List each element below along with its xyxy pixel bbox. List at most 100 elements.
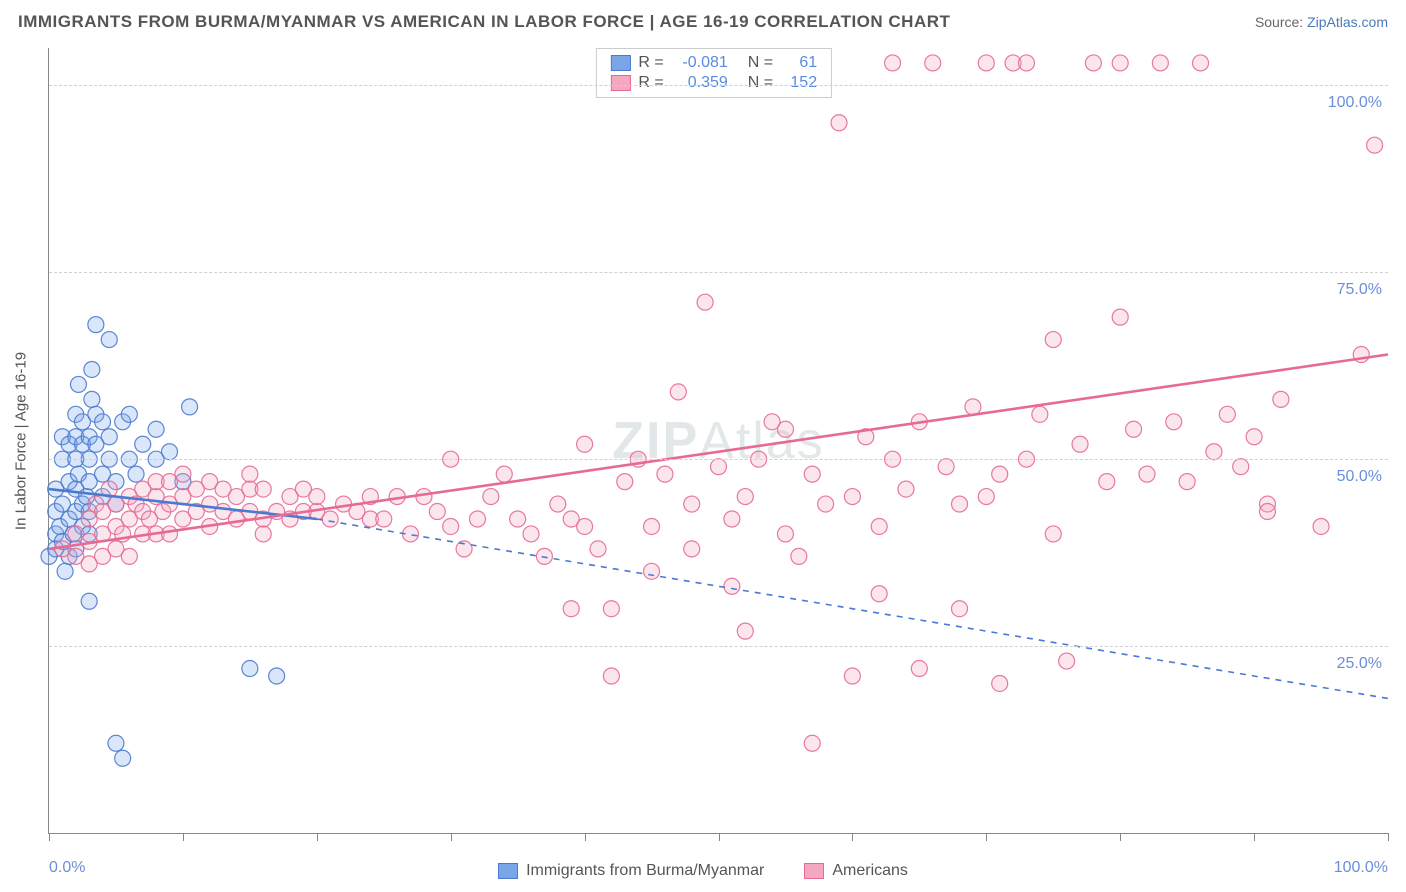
data-point [135,436,151,452]
data-point [309,489,325,505]
data-point [965,399,981,415]
data-point [844,489,860,505]
x-tick [183,833,184,841]
data-point [952,601,968,617]
data-point [84,391,100,407]
data-point [1112,55,1128,71]
data-point [148,421,164,437]
data-point [128,466,144,482]
data-point [255,481,271,497]
data-point [1032,406,1048,422]
data-point [182,399,198,415]
data-point [1206,444,1222,460]
data-point [469,511,485,527]
data-point [885,55,901,71]
data-point [818,496,834,512]
x-tick [1120,833,1121,841]
data-point [577,518,593,534]
scatter-svg [49,48,1388,833]
data-point [898,481,914,497]
data-point [101,332,117,348]
data-point [992,466,1008,482]
x-tick [585,833,586,841]
data-point [1233,459,1249,475]
data-point [791,548,807,564]
data-point [831,115,847,131]
data-point [1072,436,1088,452]
data-point [1139,466,1155,482]
data-point [550,496,566,512]
data-point [1045,332,1061,348]
data-point [925,55,941,71]
data-point [255,526,271,542]
legend-row: R =-0.081N =61 [610,53,817,73]
data-point [617,474,633,490]
data-point [57,563,73,579]
correlation-legend: R =-0.081N =61R =0.359N =152 [595,48,832,98]
legend-label: Immigrants from Burma/Myanmar [526,862,764,880]
data-point [670,384,686,400]
data-point [1018,55,1034,71]
data-point [992,675,1008,691]
data-point [978,489,994,505]
data-point [1166,414,1182,430]
chart-source: Source: ZipAtlas.com [1255,14,1388,30]
data-point [737,623,753,639]
data-point [1179,474,1195,490]
data-point [242,466,258,482]
gridline [49,272,1388,273]
data-point [911,661,927,677]
data-point [496,466,512,482]
x-tick [1388,833,1389,841]
data-point [871,586,887,602]
data-point [1099,474,1115,490]
data-point [938,459,954,475]
data-point [175,466,191,482]
data-point [81,593,97,609]
data-point [1152,55,1168,71]
data-point [978,55,994,71]
data-point [644,563,660,579]
x-tick [719,833,720,841]
data-point [1045,526,1061,542]
data-point [121,548,137,564]
legend-label: Americans [832,862,908,880]
x-tick [986,833,987,841]
data-point [737,489,753,505]
data-point [1246,429,1262,445]
legend-row: R =0.359N =152 [610,73,817,93]
data-point [269,668,285,684]
y-tick-label: 75.0% [1337,281,1382,299]
data-point [684,541,700,557]
data-point [1193,55,1209,71]
data-point [70,376,86,392]
data-point [724,578,740,594]
data-point [1059,653,1075,669]
source-link[interactable]: ZipAtlas.com [1307,14,1388,30]
data-point [510,511,526,527]
data-point [777,421,793,437]
data-point [108,735,124,751]
x-tick [1254,833,1255,841]
data-point [577,436,593,452]
legend-swatch [804,863,824,879]
x-tick [451,833,452,841]
data-point [952,496,968,512]
data-point [603,601,619,617]
x-tick [852,833,853,841]
data-point [804,466,820,482]
legend-item: Americans [804,862,908,880]
data-point [1259,504,1275,520]
data-point [1313,518,1329,534]
data-point [777,526,793,542]
legend-swatch [498,863,518,879]
data-point [590,541,606,557]
data-point [95,414,111,430]
data-point [101,429,117,445]
data-point [162,444,178,460]
gridline [49,646,1388,647]
x-tick [317,833,318,841]
data-point [684,496,700,512]
data-point [1273,391,1289,407]
data-point [322,511,338,527]
